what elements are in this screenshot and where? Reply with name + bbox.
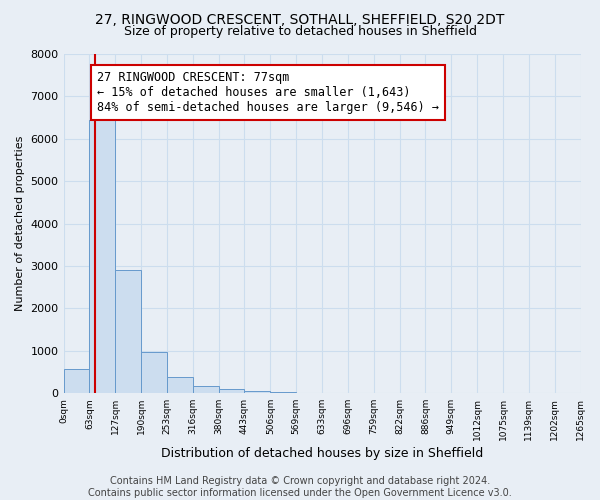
- Bar: [89, 120, 115, 393]
- X-axis label: Distribution of detached houses by size in Sheffield: Distribution of detached houses by size …: [161, 447, 483, 460]
- Text: Contains HM Land Registry data © Crown copyright and database right 2024.
Contai: Contains HM Land Registry data © Crown c…: [88, 476, 512, 498]
- Bar: [244, 390, 271, 393]
- Bar: [115, 270, 141, 393]
- Text: 27, RINGWOOD CRESCENT, SOTHALL, SHEFFIELD, S20 2DT: 27, RINGWOOD CRESCENT, SOTHALL, SHEFFIEL…: [95, 12, 505, 26]
- Bar: [218, 388, 244, 393]
- Bar: [167, 378, 193, 393]
- Text: Size of property relative to detached houses in Sheffield: Size of property relative to detached ho…: [124, 25, 476, 38]
- Text: 27 RINGWOOD CRESCENT: 77sqm
← 15% of detached houses are smaller (1,643)
84% of : 27 RINGWOOD CRESCENT: 77sqm ← 15% of det…: [97, 71, 439, 114]
- Bar: [141, 352, 167, 393]
- Bar: [193, 386, 218, 393]
- Y-axis label: Number of detached properties: Number of detached properties: [15, 136, 25, 311]
- Bar: [64, 369, 89, 393]
- Bar: [271, 392, 296, 393]
